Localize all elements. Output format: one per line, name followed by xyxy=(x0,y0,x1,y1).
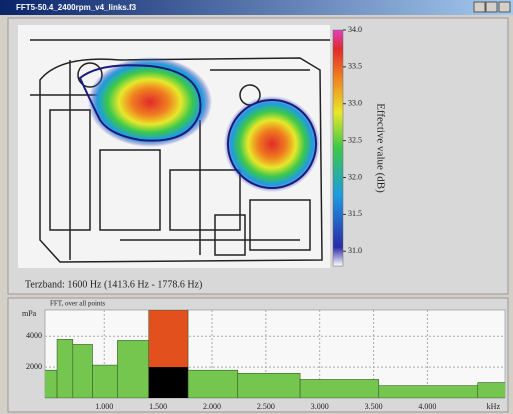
heatmap-image xyxy=(18,25,330,268)
bar xyxy=(117,340,148,398)
window-buttons[interactable] xyxy=(474,2,510,12)
colorbar-tick-label: 34.0 xyxy=(348,25,362,34)
bar xyxy=(57,339,73,398)
bar-inner xyxy=(149,367,188,398)
bar xyxy=(73,344,93,398)
x-tick-label: 1.500 xyxy=(149,402,167,411)
colorbar-label: Effective value (dB) xyxy=(374,103,386,193)
colorbar-tick-label: 31.0 xyxy=(348,246,362,255)
bar xyxy=(238,373,300,398)
app-window: FFT5-50.4_2400rpm_v4_links.f3 Effective … xyxy=(0,0,513,414)
hotspot xyxy=(88,57,212,147)
bar xyxy=(379,386,478,398)
x-tick-label: 2.500 xyxy=(257,402,275,411)
bar xyxy=(45,370,57,398)
x-tick-label: 2.000 xyxy=(203,402,221,411)
x-tick-label: 4.000 xyxy=(418,402,436,411)
colorbar-tick-label: 32.5 xyxy=(348,135,362,144)
colorbar-tick-label: 33.5 xyxy=(348,62,362,71)
x-tick-label: 1.000 xyxy=(95,402,113,411)
maximize-button[interactable] xyxy=(486,2,497,12)
hotspot xyxy=(224,96,320,192)
window-title: FFT5-50.4_2400rpm_v4_links.f3 xyxy=(16,3,137,12)
colorbar-tick-label: 33.0 xyxy=(348,99,362,108)
colorbar-tick-label: 31.5 xyxy=(348,209,362,218)
bar xyxy=(300,379,379,398)
close-button[interactable] xyxy=(499,2,510,12)
y-tick-label: 4000 xyxy=(26,331,42,340)
bar xyxy=(188,370,238,398)
colorbar-tick-label: 32.0 xyxy=(348,172,362,181)
colorbar xyxy=(333,30,343,266)
bar xyxy=(93,365,118,398)
band-caption: Terzband: 1600 Hz (1413.6 Hz - 1778.6 Hz… xyxy=(25,279,202,290)
y-tick-label: 2000 xyxy=(26,362,42,371)
x-tick-label: 3.000 xyxy=(311,402,329,411)
y-unit: mPa xyxy=(22,309,37,318)
minimize-button[interactable] xyxy=(474,2,485,12)
x-unit: kHz xyxy=(487,402,501,411)
x-tick-label: 3.500 xyxy=(365,402,383,411)
spectrum-subtitle: FFT, over all points xyxy=(50,300,105,308)
